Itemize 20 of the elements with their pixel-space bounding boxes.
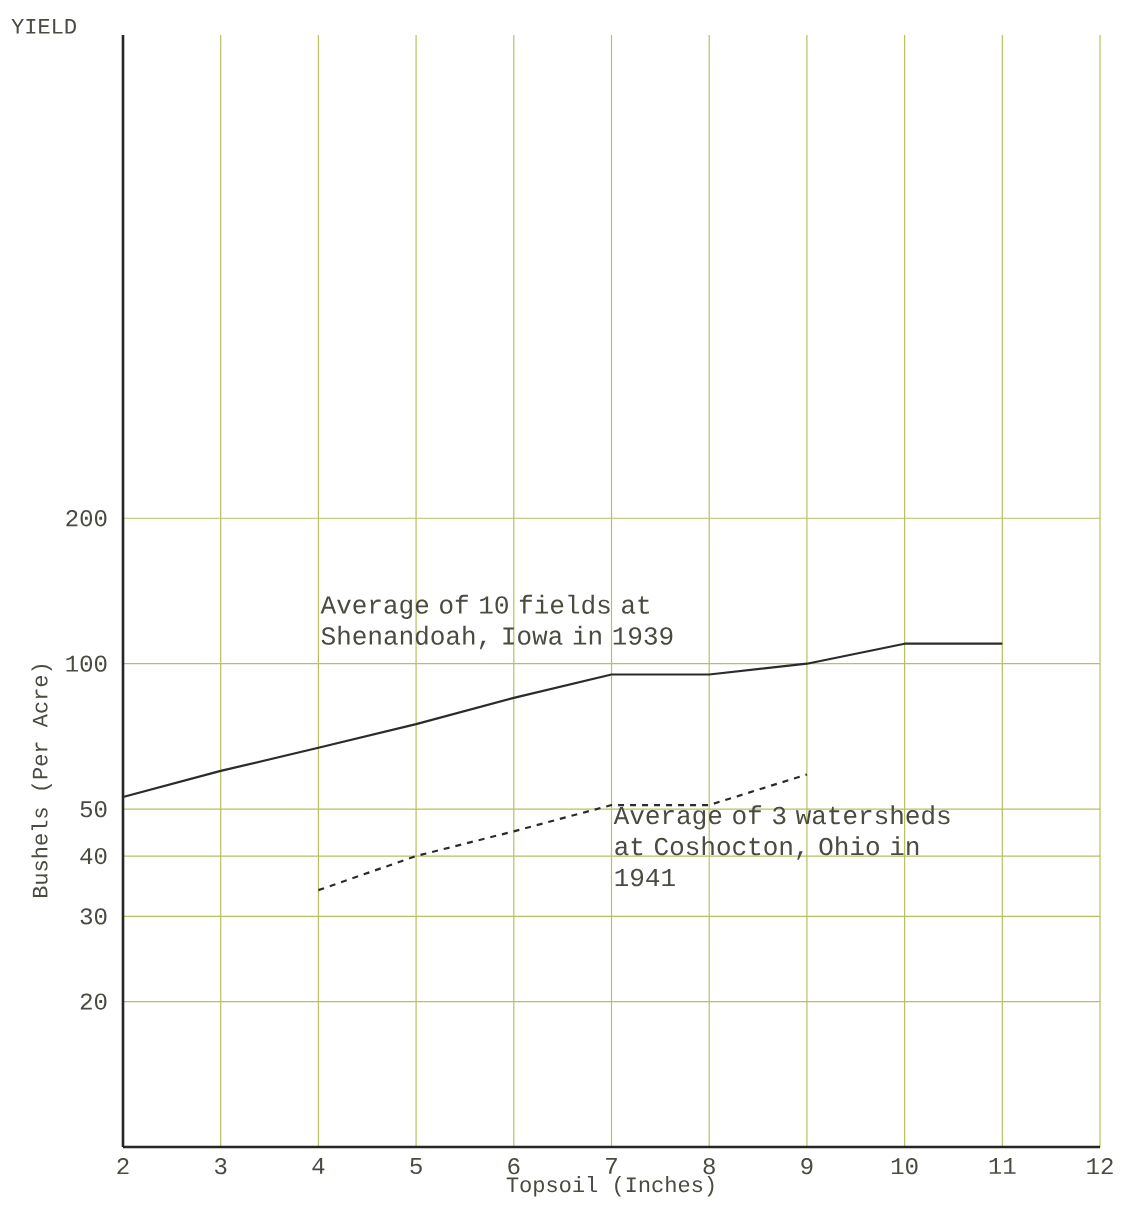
text: YIELD (11, 19, 76, 34)
x-tick-label: 12 (1087, 1158, 1113, 1175)
y-tick-label: 20 (80, 993, 107, 1010)
x-tick-label: 4 (312, 1158, 325, 1174)
x-tick-label: 7 (606, 1158, 617, 1174)
y-tick-label: 30 (80, 908, 107, 925)
x-tick-label: 11 (989, 1158, 1016, 1174)
y-axis-title: Bushels (Per Acre) (31, 664, 52, 898)
x-tick-label: 3 (214, 1158, 227, 1175)
y-tick-label: 40 (80, 847, 107, 865)
x-tick-label: 5 (410, 1158, 422, 1175)
y-tick-label: 100 (66, 655, 107, 672)
x-tick-label: 9 (801, 1158, 813, 1175)
y-tick-label: 200 (66, 510, 107, 527)
y-tick-label: 50 (80, 801, 107, 818)
x-axis-title: Topsoil (Inches) (506, 1176, 714, 1197)
x-tick-label: 8 (703, 1158, 715, 1175)
x-tick-label: 6 (508, 1158, 520, 1175)
x-tick-label: 10 (891, 1158, 918, 1175)
x-tick-label: 2 (117, 1158, 129, 1175)
